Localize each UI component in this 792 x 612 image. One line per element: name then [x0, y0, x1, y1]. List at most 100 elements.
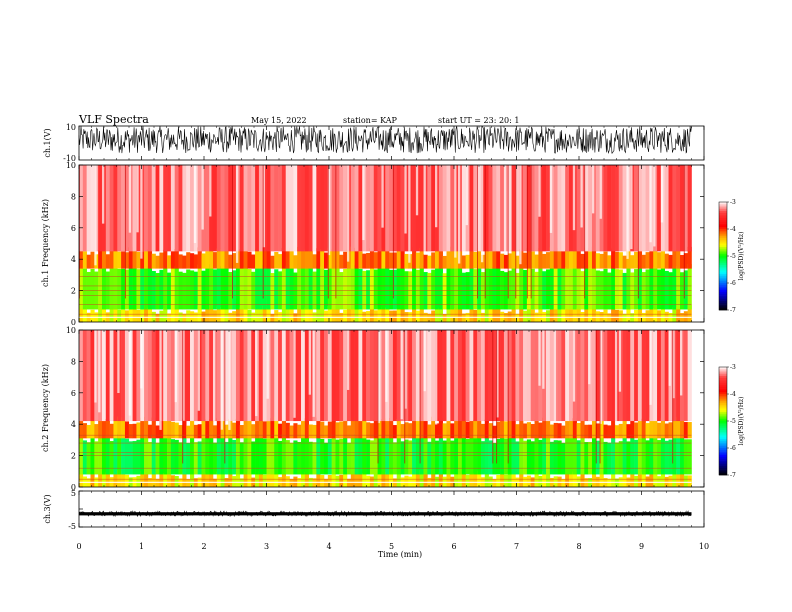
spectrogram-cell: [366, 165, 371, 252]
spectrogram-ytick-label: 8: [71, 192, 76, 201]
spectrogram-cell: [247, 251, 252, 269]
spectrogram-cell: [461, 419, 466, 439]
spectrogram-cell: [174, 422, 179, 439]
spectrogram-cell: [178, 442, 183, 475]
spectrogram-cell: [274, 165, 279, 252]
spectrogram-cell: [553, 267, 558, 310]
spectrogram-cell: [607, 165, 612, 252]
spectrogram-cell: [523, 252, 528, 269]
spectrogram-cell: [546, 330, 551, 422]
spectrogram-cell: [607, 442, 612, 475]
spectrogram-cell: [542, 435, 547, 475]
spectrogram-cell: [121, 251, 126, 269]
spectrogram-cell: [680, 437, 685, 475]
spectrogram-cell: [339, 438, 344, 475]
spectrogram-cell: [327, 247, 332, 269]
spectrogram-cell: [151, 330, 156, 422]
spectrogram-cell: [159, 474, 164, 487]
spectrogram-cell: [79, 247, 84, 269]
spectrogram-cell: [473, 419, 478, 439]
spectrogram-cell: [435, 440, 440, 475]
spectrogram-cell: [201, 253, 206, 269]
spectrogram-streak: [182, 330, 185, 421]
spectrogram-cell: [270, 165, 275, 252]
spectrogram-cell: [369, 423, 375, 439]
spectrogram-cell: [511, 249, 516, 269]
spectrogram-cell: [79, 165, 84, 252]
spectrogram-cell: [492, 330, 497, 422]
spectrogram-cell: [105, 330, 110, 422]
colorbar-cell: [719, 243, 727, 246]
spectrogram-cell: [634, 422, 639, 439]
spectrogram-cell: [140, 251, 145, 269]
spectrogram-sferic: [124, 165, 126, 299]
spectrogram-cell: [549, 305, 554, 322]
spectrogram-cell: [557, 247, 562, 269]
spectrogram-cell: [346, 425, 352, 439]
spectrogram-cell: [442, 255, 447, 269]
spectrogram-cell: [228, 436, 233, 475]
spectrogram-cell: [457, 330, 463, 422]
spectrogram-sferic: [584, 165, 586, 299]
spectrogram-cell: [186, 310, 191, 322]
spectrogram-cell: [412, 246, 417, 269]
spectrogram-cell: [595, 165, 600, 252]
spectrogram-cell: [381, 472, 386, 487]
spectrogram-cell: [167, 330, 172, 422]
spectrogram-cell: [534, 472, 539, 487]
spectrogram-cell: [683, 311, 688, 322]
spectrogram-cell: [159, 165, 164, 252]
spectrogram-ytick-label: 0: [71, 318, 76, 327]
spectrogram-cell: [255, 469, 260, 487]
spectrogram-cell: [232, 270, 237, 310]
spectrogram-cell: [385, 418, 390, 439]
spectrogram-cell: [90, 330, 95, 422]
spectrogram-cell: [657, 252, 662, 269]
spectrogram-cell: [335, 247, 340, 269]
spectrogram-cell: [124, 474, 130, 487]
spectrogram-cell: [442, 330, 447, 422]
spectrogram-cell: [121, 165, 126, 252]
ch3-ytick-top: 5: [71, 489, 76, 498]
spectrogram-cell: [301, 309, 306, 322]
spectrogram-cell: [454, 474, 459, 487]
spectrogram-cell: [427, 330, 432, 422]
spectrogram-cell: [86, 330, 91, 422]
spectrogram-streak: [653, 165, 656, 247]
colorbar-label: log(PSD)(V²/Hz): [738, 397, 745, 446]
spectrogram-cell: [649, 267, 654, 310]
spectrogram-cell: [205, 419, 210, 439]
spectrogram-cell: [308, 441, 313, 475]
spectrogram-cell: [377, 438, 382, 475]
spectrogram-cell: [155, 165, 160, 252]
spectrogram-cell: [293, 255, 298, 269]
spectrogram-streak: [618, 330, 622, 392]
spectrogram-cell: [285, 476, 290, 487]
spectrogram-cell: [500, 473, 505, 487]
spectrogram-cell: [649, 434, 654, 475]
spectrogram-cell: [526, 165, 532, 252]
spectrogram-cell: [557, 440, 562, 475]
spectrogram-cell: [515, 272, 520, 310]
spectrogram-cell: [507, 437, 512, 475]
spectrogram-cell: [251, 441, 256, 475]
ch2-spectrogram-image: [79, 330, 704, 487]
spectrogram-cell: [515, 441, 520, 475]
spectrogram-cell: [197, 424, 202, 439]
spectrogram-cell: [557, 165, 562, 252]
spectrogram-cell: [335, 264, 340, 310]
spectrogram-ytick-label: 6: [71, 224, 76, 233]
spectrogram-cell: [216, 330, 221, 422]
spectrogram-cell: [584, 424, 589, 439]
colorbar-cell: [719, 399, 727, 402]
spectrogram-cell: [324, 425, 329, 439]
colorbar-cell: [719, 274, 727, 277]
colorbar-cell: [719, 455, 727, 458]
spectrogram-cell: [634, 475, 639, 487]
spectrogram-cell: [312, 442, 317, 475]
spectrogram-cell: [266, 165, 271, 252]
spectrogram-cell: [511, 165, 516, 252]
spectrogram-cell: [431, 416, 436, 439]
spectrogram-cell: [672, 420, 677, 439]
spectrogram-cell: [82, 309, 87, 322]
